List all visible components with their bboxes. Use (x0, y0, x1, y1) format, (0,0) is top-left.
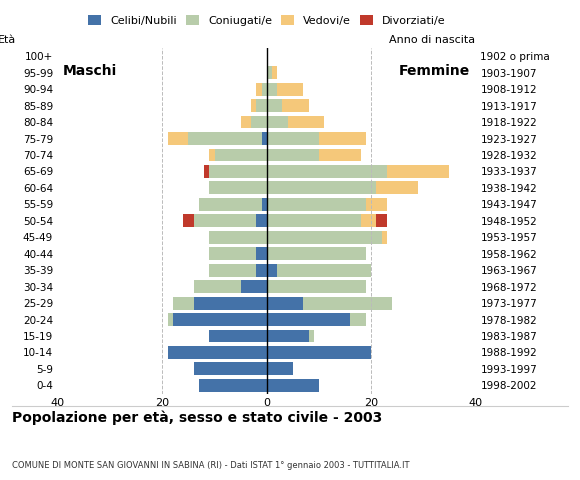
Bar (188, 132, 262, 145)
Bar (267, 165, 387, 178)
Text: Popolazione per età, sesso e stato civile - 2003: Popolazione per età, sesso e stato civil… (12, 410, 382, 425)
Bar (267, 330, 309, 342)
Bar (194, 215, 256, 227)
Bar (267, 83, 277, 96)
Bar (256, 99, 267, 112)
Bar (272, 66, 277, 79)
Bar (168, 313, 173, 326)
Bar (288, 116, 324, 129)
Bar (382, 231, 387, 244)
Bar (267, 313, 350, 326)
Bar (267, 247, 366, 260)
Bar (209, 247, 256, 260)
Bar (209, 264, 256, 276)
Bar (267, 297, 303, 310)
Bar (277, 264, 371, 276)
Bar (267, 181, 376, 194)
Bar (199, 379, 267, 392)
Bar (319, 148, 361, 161)
Text: Femmine: Femmine (399, 64, 470, 78)
Text: COMUNE DI MONTE SAN GIOVANNI IN SABINA (RI) - Dati ISTAT 1° gennaio 2003 - TUTTI: COMUNE DI MONTE SAN GIOVANNI IN SABINA (… (12, 461, 409, 470)
Bar (319, 132, 366, 145)
Bar (366, 198, 387, 211)
Bar (309, 330, 314, 342)
Bar (215, 148, 267, 161)
Bar (256, 215, 267, 227)
Legend: Celibi/Nubili, Coniugati/e, Vedovi/e, Divorziati/e: Celibi/Nubili, Coniugati/e, Vedovi/e, Di… (85, 12, 449, 29)
Text: Anno di nascita: Anno di nascita (390, 35, 476, 45)
Bar (303, 297, 392, 310)
Bar (256, 264, 267, 276)
Bar (267, 231, 382, 244)
Bar (267, 66, 272, 79)
Bar (267, 99, 282, 112)
Bar (262, 198, 267, 211)
Bar (262, 83, 267, 96)
Bar (376, 181, 418, 194)
Bar (267, 116, 288, 129)
Bar (267, 198, 366, 211)
Bar (267, 346, 371, 359)
Bar (209, 148, 215, 161)
Bar (194, 362, 267, 375)
Bar (209, 330, 267, 342)
Bar (256, 247, 267, 260)
Bar (387, 165, 450, 178)
Bar (168, 346, 267, 359)
Bar (168, 132, 188, 145)
Text: Età: Età (0, 35, 16, 45)
Bar (251, 99, 256, 112)
Bar (209, 181, 267, 194)
Bar (194, 280, 241, 293)
Bar (173, 297, 194, 310)
Bar (277, 83, 303, 96)
Bar (267, 362, 293, 375)
Bar (282, 99, 309, 112)
Bar (209, 165, 267, 178)
Bar (251, 116, 267, 129)
Bar (267, 264, 277, 276)
Bar (350, 313, 366, 326)
Bar (256, 83, 262, 96)
Bar (262, 132, 267, 145)
Bar (361, 215, 376, 227)
Bar (267, 379, 319, 392)
Bar (376, 215, 387, 227)
Bar (204, 165, 209, 178)
Bar (199, 198, 262, 211)
Bar (267, 215, 361, 227)
Bar (241, 116, 251, 129)
Bar (173, 313, 267, 326)
Bar (241, 280, 267, 293)
Bar (194, 297, 267, 310)
Bar (267, 148, 319, 161)
Bar (209, 231, 267, 244)
Bar (183, 215, 194, 227)
Bar (267, 132, 319, 145)
Text: Maschi: Maschi (63, 64, 118, 78)
Bar (267, 280, 366, 293)
